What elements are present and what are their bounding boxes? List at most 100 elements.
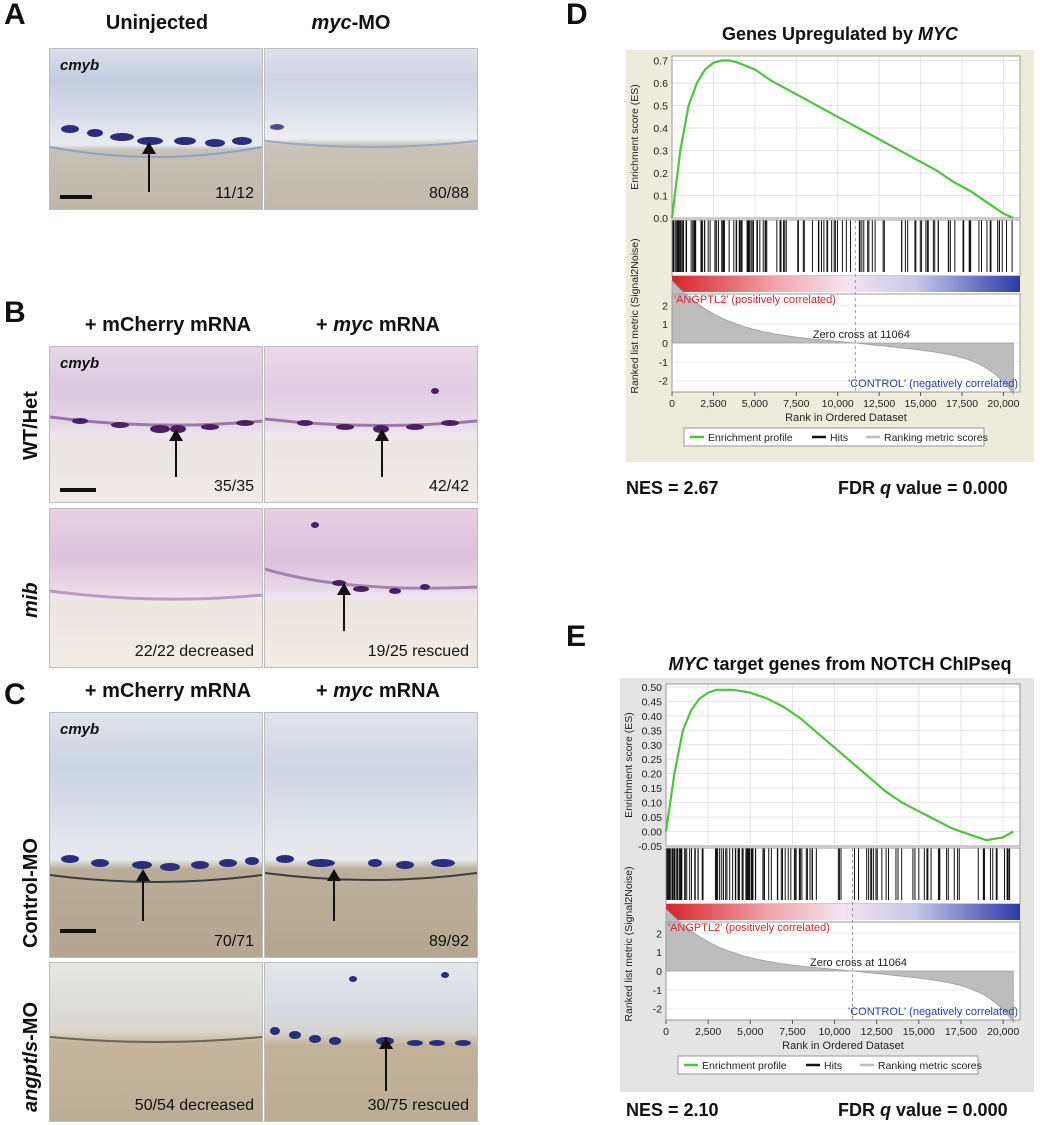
y-axis-label-metric: Ranked list metric (Signal2Noise) bbox=[629, 238, 641, 393]
count-label: 42/42 bbox=[428, 478, 469, 495]
arrow-icon bbox=[169, 429, 183, 477]
es-tick-label: 0.45 bbox=[642, 696, 663, 708]
es-frame bbox=[665, 683, 1021, 847]
x-tick-label: 15,000 bbox=[905, 398, 937, 410]
scale-bar bbox=[60, 195, 92, 199]
gene-label: cmyb bbox=[60, 355, 100, 372]
es-tick-label: 0.50 bbox=[642, 682, 663, 694]
x-axis-label: Rank in Ordered Dataset bbox=[785, 412, 907, 424]
metric-tick-label: 0 bbox=[656, 966, 662, 978]
micrograph-angptls-mcherry: 50/54 decreased bbox=[49, 962, 263, 1122]
micrograph-control-mcherry: cmyb 70/71 bbox=[49, 712, 263, 958]
row-label-angptls-mo: angptls-MO bbox=[20, 1001, 42, 1112]
ranking-metric-area bbox=[671, 279, 1014, 396]
micrograph-angptls-myc: 30/75 rescued bbox=[264, 962, 478, 1122]
count-label: 70/71 bbox=[213, 933, 254, 950]
gsea-plot-d: 0.7 0.6 0.5 0.4 0.3 0.2 0.1 0.0 2 1 0 -1 -2 'ANGPTL2'… bbox=[626, 50, 1034, 462]
es-tick-label: 0.40 bbox=[642, 711, 663, 723]
count-label: 50/54 decreased bbox=[134, 1097, 254, 1114]
es-tick-label: 0.7 bbox=[653, 56, 668, 68]
x-tick-label: 2,500 bbox=[695, 1026, 721, 1038]
nes-value-d: NES = 2.67 bbox=[626, 478, 719, 498]
legend-label: Hits bbox=[824, 1060, 842, 1072]
legend-label: Ranking metric scores bbox=[884, 432, 988, 444]
zero-cross-label: Zero cross at 11064 bbox=[810, 957, 907, 969]
hits-group bbox=[671, 220, 1013, 272]
cmyb-stain-dots bbox=[50, 855, 262, 883]
x-tick-label: 10,000 bbox=[819, 1026, 851, 1038]
arrow-icon bbox=[379, 1037, 393, 1091]
x-tick-label: 5,000 bbox=[737, 1026, 763, 1038]
count-label: 11/12 bbox=[215, 185, 254, 202]
es-tick-label: 0.3 bbox=[653, 146, 668, 158]
gene-label: cmyb bbox=[60, 721, 100, 738]
arrow-icon bbox=[142, 142, 156, 192]
x-tick-label: 12,500 bbox=[861, 1026, 893, 1038]
x-tick-label: 7,500 bbox=[779, 1026, 805, 1038]
es-tick-label: 0.25 bbox=[642, 754, 663, 766]
positive-label: 'ANGPTL2' (positively correlated) bbox=[674, 294, 836, 306]
vessel-line bbox=[50, 589, 262, 601]
count-label: 35/35 bbox=[213, 478, 254, 495]
es-tick-label: 0.00 bbox=[642, 827, 663, 839]
count-label: 89/92 bbox=[428, 933, 469, 950]
row-label-mib: mib bbox=[20, 582, 42, 618]
arrow-icon bbox=[375, 429, 389, 477]
row-label-wt-het: WT/Het bbox=[20, 391, 42, 460]
micrograph-wt-mcherry: cmyb 35/35 bbox=[49, 346, 263, 503]
cmyb-stain-dots bbox=[265, 124, 477, 148]
micrograph-wt-myc: 42/42 bbox=[264, 346, 478, 503]
rank-color-bar bbox=[666, 904, 1020, 920]
micrograph-myc-mo: 80/88 bbox=[264, 48, 478, 210]
es-tick-label: 0.15 bbox=[642, 783, 663, 795]
panel-letter-b: B bbox=[4, 296, 26, 329]
count-label: 30/75 rescued bbox=[367, 1097, 469, 1114]
column-header-myc-mrna: + myc mRNA bbox=[316, 680, 440, 702]
metric-tick-label: -1 bbox=[653, 985, 662, 997]
x-tick-label: 20,000 bbox=[987, 398, 1019, 410]
metric-tick-label: 2 bbox=[656, 928, 662, 940]
column-header-uninjected: Uninjected bbox=[105, 12, 209, 34]
negative-label: 'CONTROL' (negatively correlated) bbox=[848, 1006, 1018, 1018]
metric-tick-label: 1 bbox=[656, 947, 662, 959]
micrograph-uninjected: cmyb 11/12 bbox=[49, 48, 263, 210]
es-frame bbox=[671, 55, 1021, 219]
nes-value-e: NES = 2.10 bbox=[626, 1100, 719, 1120]
arrow-icon bbox=[327, 869, 341, 921]
es-tick-label: 0.2 bbox=[653, 168, 668, 180]
count-label: 19/25 rescued bbox=[367, 643, 469, 660]
gsea-title-e: MYC target genes from NOTCH ChIPseq bbox=[668, 654, 1012, 674]
gene-label: cmyb bbox=[60, 57, 100, 74]
es-tick-label: 0.5 bbox=[653, 101, 668, 113]
metric-frame bbox=[671, 293, 1021, 393]
x-tick-label: 17,500 bbox=[946, 398, 978, 410]
rank-color-bar bbox=[672, 276, 1020, 292]
es-tick-label: 0.6 bbox=[653, 78, 668, 90]
count-label: 80/88 bbox=[428, 185, 469, 202]
fdr-value-e: FDR q value = 0.000 bbox=[838, 1100, 1008, 1120]
enrichment-profile-line bbox=[670, 59, 1014, 220]
es-tick-label: 0.1 bbox=[653, 191, 668, 203]
panel-letter-a: A bbox=[4, 0, 26, 31]
metric-tick-label: -2 bbox=[653, 1004, 662, 1016]
y-axis-label-es: Enrichment score (ES) bbox=[623, 712, 635, 818]
scale-bar bbox=[60, 929, 96, 933]
metric-tick-label: 2 bbox=[662, 300, 668, 312]
es-tick-label: -0.05 bbox=[638, 841, 662, 853]
es-tick-label: 0.30 bbox=[642, 740, 663, 752]
legend-box bbox=[677, 1055, 979, 1075]
negative-label: 'CONTROL' (negatively correlated) bbox=[848, 378, 1018, 390]
metric-tick-label: -2 bbox=[659, 376, 668, 388]
cmyb-stain-dots bbox=[265, 855, 477, 881]
positive-label: 'ANGPTL2' (positively correlated) bbox=[668, 922, 830, 934]
cmyb-stain-dots bbox=[265, 388, 477, 433]
cmyb-stain-dots bbox=[265, 522, 477, 594]
x-tick-label: 5,000 bbox=[742, 398, 768, 410]
count-label: 22/22 decreased bbox=[134, 643, 254, 660]
metric-tick-label: -1 bbox=[659, 357, 668, 369]
metric-tick-label: 1 bbox=[662, 319, 668, 331]
y-axis-label-metric: Ranked list metric (Signal2Noise) bbox=[623, 866, 635, 1021]
gsea-title-d: Genes Upregulated by MYC bbox=[721, 24, 959, 44]
legend-box bbox=[683, 427, 985, 447]
column-header-myc-mrna: + myc mRNA bbox=[316, 314, 440, 336]
